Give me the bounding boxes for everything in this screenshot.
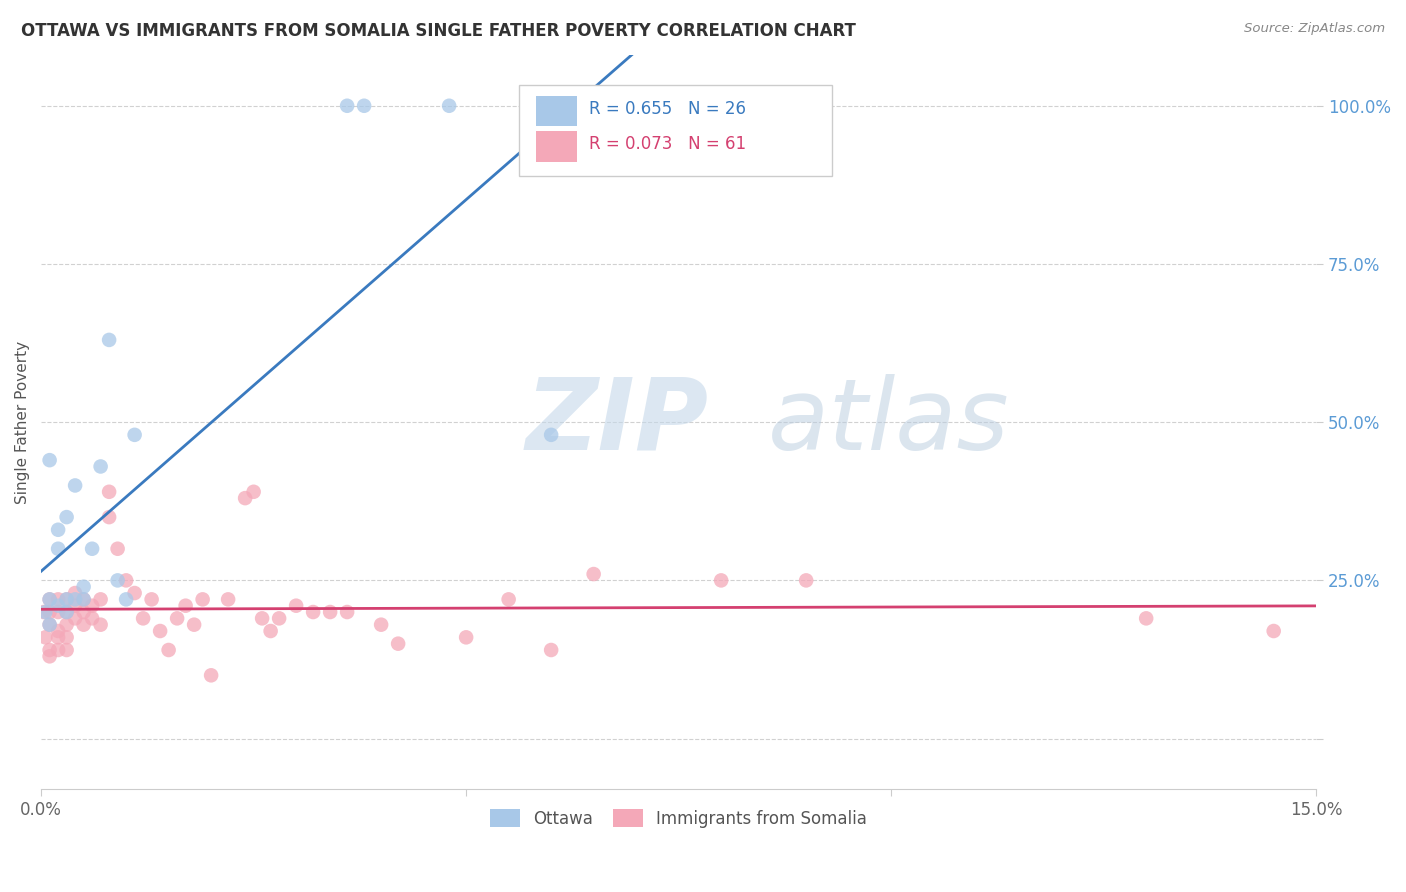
- Point: [98, 510, 121, 524]
- Point: [124, 586, 146, 600]
- Point: [582, 567, 605, 582]
- Point: [46, 643, 69, 657]
- Point: [55, 643, 77, 657]
- Point: [90, 592, 112, 607]
- Point: [46, 599, 69, 613]
- Point: [55, 510, 77, 524]
- Point: [55, 605, 77, 619]
- Point: [38, 617, 60, 632]
- Point: [259, 624, 281, 638]
- Point: [38, 617, 60, 632]
- Point: [82, 611, 104, 625]
- Point: [353, 99, 375, 113]
- Point: [132, 611, 155, 625]
- Point: [82, 541, 104, 556]
- Text: Source: ZipAtlas.com: Source: ZipAtlas.com: [1244, 22, 1385, 36]
- Point: [98, 484, 121, 499]
- Point: [90, 617, 112, 632]
- Point: [285, 599, 308, 613]
- Point: [63, 478, 86, 492]
- Point: [1263, 624, 1285, 638]
- Point: [115, 574, 138, 588]
- Point: [565, 99, 588, 113]
- Point: [55, 631, 77, 645]
- Point: [370, 617, 392, 632]
- FancyBboxPatch shape: [536, 95, 576, 127]
- Point: [55, 592, 77, 607]
- Point: [38, 453, 60, 467]
- Point: [183, 617, 205, 632]
- Point: [63, 599, 86, 613]
- Point: [157, 643, 180, 657]
- Point: [38, 592, 60, 607]
- Point: [336, 99, 359, 113]
- Point: [242, 484, 264, 499]
- Point: [250, 611, 273, 625]
- Point: [498, 592, 520, 607]
- Legend: Ottawa, Immigrants from Somalia: Ottawa, Immigrants from Somalia: [482, 801, 876, 836]
- Point: [72, 592, 94, 607]
- Point: [200, 668, 222, 682]
- Point: [540, 427, 562, 442]
- Point: [63, 592, 86, 607]
- FancyBboxPatch shape: [536, 131, 576, 161]
- Point: [387, 637, 409, 651]
- Point: [141, 592, 163, 607]
- Point: [34, 605, 56, 619]
- Point: [191, 592, 214, 607]
- Point: [456, 631, 478, 645]
- Point: [55, 617, 77, 632]
- Point: [710, 574, 733, 588]
- Point: [98, 333, 121, 347]
- Point: [437, 99, 460, 113]
- FancyBboxPatch shape: [519, 85, 832, 177]
- Point: [107, 541, 129, 556]
- Text: OTTAWA VS IMMIGRANTS FROM SOMALIA SINGLE FATHER POVERTY CORRELATION CHART: OTTAWA VS IMMIGRANTS FROM SOMALIA SINGLE…: [21, 22, 856, 40]
- Point: [319, 605, 342, 619]
- Point: [72, 580, 94, 594]
- Text: R = 0.655   N = 26: R = 0.655 N = 26: [589, 100, 747, 118]
- Point: [217, 592, 239, 607]
- Point: [32, 605, 55, 619]
- Point: [72, 617, 94, 632]
- Point: [34, 631, 56, 645]
- Point: [174, 599, 197, 613]
- Point: [269, 611, 291, 625]
- Point: [82, 599, 104, 613]
- Point: [46, 605, 69, 619]
- Point: [233, 491, 256, 505]
- Point: [55, 605, 77, 619]
- Point: [124, 427, 146, 442]
- Point: [107, 574, 129, 588]
- Point: [38, 649, 60, 664]
- Point: [46, 624, 69, 638]
- Point: [336, 605, 359, 619]
- Point: [302, 605, 325, 619]
- Point: [90, 459, 112, 474]
- Point: [565, 99, 588, 113]
- Point: [38, 605, 60, 619]
- Point: [166, 611, 188, 625]
- Point: [55, 592, 77, 607]
- Point: [1135, 611, 1157, 625]
- Point: [38, 592, 60, 607]
- Point: [46, 523, 69, 537]
- Point: [149, 624, 172, 638]
- Text: R = 0.073   N = 61: R = 0.073 N = 61: [589, 135, 747, 153]
- Y-axis label: Single Father Poverty: Single Father Poverty: [15, 341, 30, 504]
- Point: [63, 611, 86, 625]
- Text: ZIP: ZIP: [526, 374, 709, 471]
- Point: [540, 643, 562, 657]
- Point: [46, 592, 69, 607]
- Point: [38, 643, 60, 657]
- Point: [72, 592, 94, 607]
- Point: [46, 541, 69, 556]
- Point: [63, 586, 86, 600]
- Point: [46, 631, 69, 645]
- Point: [794, 574, 817, 588]
- Text: atlas: atlas: [768, 374, 1010, 471]
- Point: [115, 592, 138, 607]
- Point: [72, 605, 94, 619]
